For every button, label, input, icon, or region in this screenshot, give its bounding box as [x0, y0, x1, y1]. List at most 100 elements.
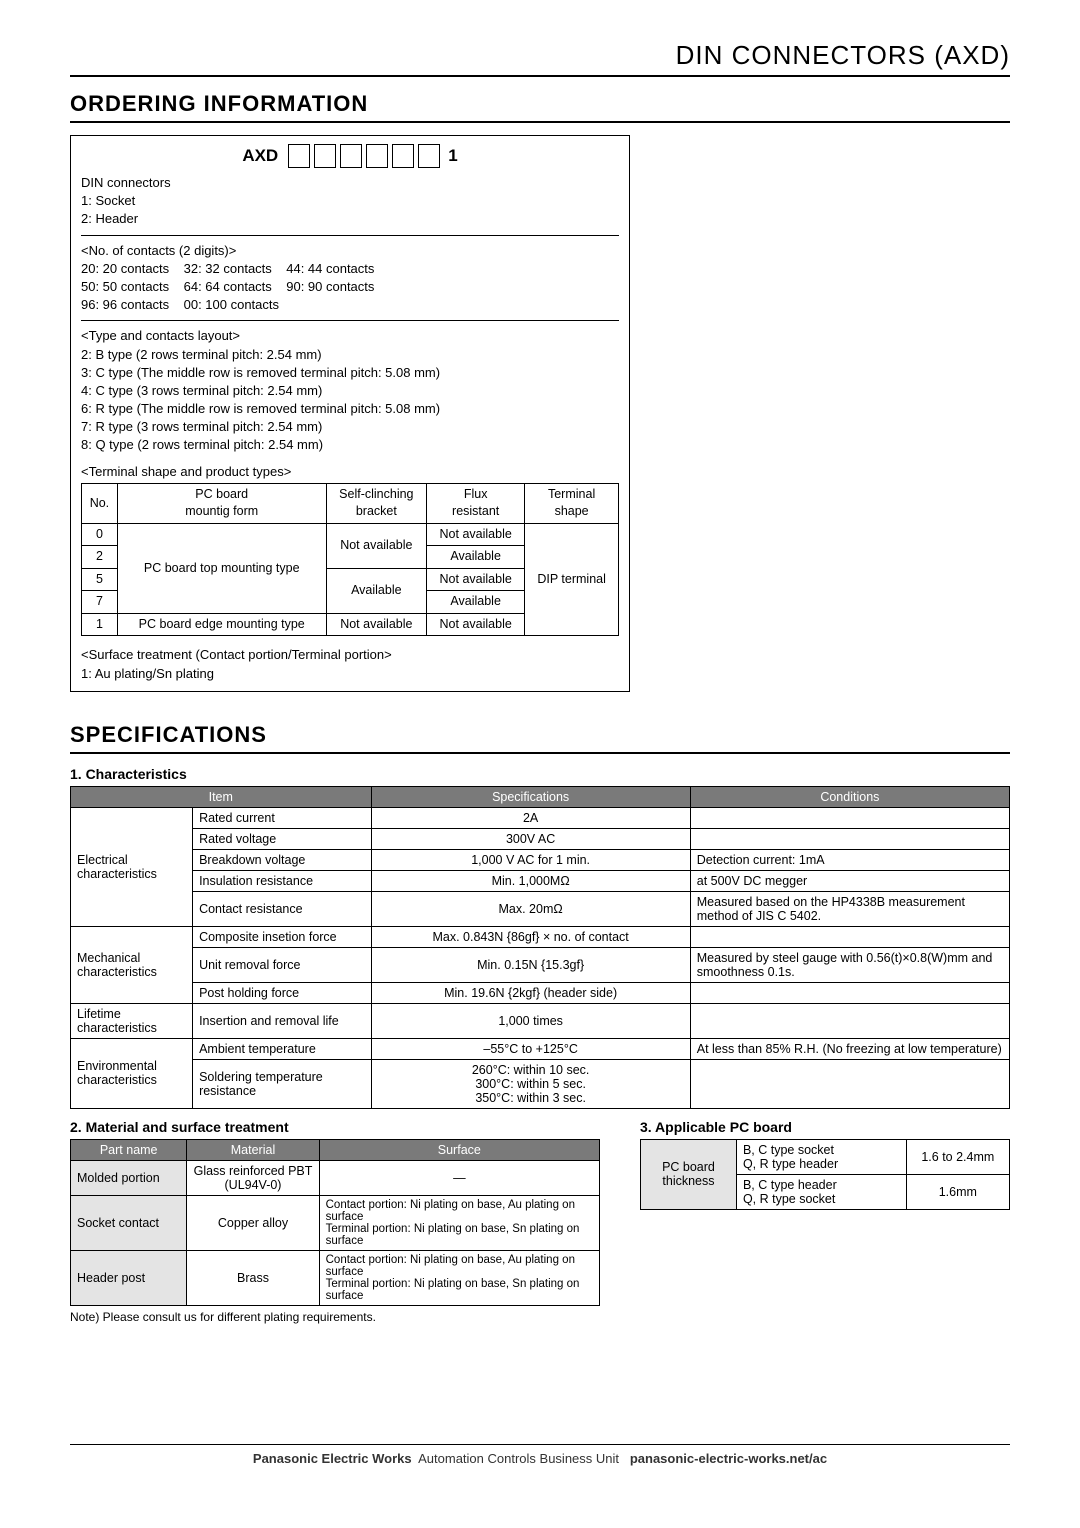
characteristics-table: Item Specifications Conditions Electrica… — [70, 786, 1010, 1109]
td — [690, 828, 1009, 849]
td: Soldering temperature resistance — [193, 1059, 371, 1108]
td: B, C type header Q, R type socket — [736, 1174, 906, 1209]
th: Part name — [71, 1139, 187, 1160]
td: Glass reinforced PBT (UL94V-0) — [187, 1160, 319, 1195]
td — [690, 1003, 1009, 1038]
td: Min. 19.6N {2kgf} (header side) — [371, 982, 690, 1003]
terminal-table: No. PC boardmountig form Self-clinchingb… — [81, 483, 619, 637]
ordering-title: ORDERING INFORMATION — [70, 91, 1010, 123]
th: Material — [187, 1139, 319, 1160]
txt: <No. of contacts (2 digits)> — [81, 242, 619, 260]
td: 1,000 V AC for 1 min. — [371, 849, 690, 870]
td: Electrical characteristics — [71, 807, 193, 926]
td: Post holding force — [193, 982, 371, 1003]
td: Max. 20mΩ — [371, 891, 690, 926]
type-section: <Type and contacts layout> 2: B type (2 … — [81, 320, 619, 454]
pcb-title: 3. Applicable PC board — [640, 1119, 1010, 1135]
td: Not available — [326, 523, 427, 568]
pn-box — [392, 144, 414, 168]
td: Rated voltage — [193, 828, 371, 849]
th: Specifications — [371, 786, 690, 807]
td: Detection current: 1mA — [690, 849, 1009, 870]
td: 2A — [371, 807, 690, 828]
td: 1,000 times — [371, 1003, 690, 1038]
td: Ambient temperature — [193, 1038, 371, 1059]
char-title: 1. Characteristics — [70, 766, 1010, 782]
td: 7 — [82, 591, 118, 614]
txt: 7: R type (3 rows terminal pitch: 2.54 m… — [81, 418, 619, 436]
td: Contact resistance — [193, 891, 371, 926]
td: Composite insetion force — [193, 926, 371, 947]
ordering-box: AXD 1 DIN connectors 1: Socket 2: Header… — [70, 135, 630, 692]
td: Unit removal force — [193, 947, 371, 982]
th: PC boardmountig form — [117, 483, 326, 523]
td — [690, 807, 1009, 828]
td: Breakdown voltage — [193, 849, 371, 870]
pn-box — [418, 144, 440, 168]
txt: 50: 50 contacts 64: 64 contacts 90: 90 c… — [81, 278, 619, 296]
txt: 1: Au plating/Sn plating — [81, 665, 619, 683]
contacts-section: <No. of contacts (2 digits)> 20: 20 cont… — [81, 235, 619, 315]
txt: <Type and contacts layout> — [81, 327, 619, 345]
td: Measured based on the HP4338B measuremen… — [690, 891, 1009, 926]
td: Mechanical characteristics — [71, 926, 193, 1003]
page-header: DIN CONNECTORS (AXD) — [70, 40, 1010, 77]
pn-box — [288, 144, 310, 168]
td: Available — [427, 546, 525, 569]
td — [690, 926, 1009, 947]
td: PC board top mounting type — [117, 523, 326, 613]
td: Contact portion: Ni plating on base, Au … — [319, 1250, 599, 1305]
txt: 8: Q type (2 rows terminal pitch: 2.54 m… — [81, 436, 619, 454]
td: 0 — [82, 523, 118, 546]
td: Not available — [427, 568, 525, 591]
specs-title: SPECIFICATIONS — [70, 722, 1010, 754]
td: Available — [326, 568, 427, 613]
terminal-section: <Terminal shape and product types> No. P… — [81, 461, 619, 637]
txt: 96: 96 contacts 00: 100 contacts — [81, 296, 619, 314]
surface-section: <Surface treatment (Contact portion/Term… — [81, 642, 619, 682]
td: Min. 1,000MΩ — [371, 870, 690, 891]
part-number-row: AXD 1 — [81, 144, 619, 168]
pn-box — [314, 144, 336, 168]
td: Not available — [326, 613, 427, 636]
pcb-table: PC board thickness B, C type socket Q, R… — [640, 1139, 1010, 1210]
th: Surface — [319, 1139, 599, 1160]
td: at 500V DC megger — [690, 870, 1009, 891]
footer-url: panasonic-electric-works.net/ac — [630, 1451, 827, 1466]
txt: 1: Socket — [81, 192, 619, 210]
pn-box — [340, 144, 362, 168]
txt: 2: Header — [81, 210, 619, 228]
td: 260°C: within 10 sec. 300°C: within 5 se… — [371, 1059, 690, 1108]
td — [690, 982, 1009, 1003]
txt: 4: C type (3 rows terminal pitch: 2.54 m… — [81, 382, 619, 400]
td: Header post — [71, 1250, 187, 1305]
mat-title: 2. Material and surface treatment — [70, 1119, 600, 1135]
td: Available — [427, 591, 525, 614]
th: Self-clinchingbracket — [326, 483, 427, 523]
td: Insertion and removal life — [193, 1003, 371, 1038]
td: Rated current — [193, 807, 371, 828]
pn-box — [366, 144, 388, 168]
material-table: Part name Material Surface Molded portio… — [70, 1139, 600, 1306]
th: Item — [71, 786, 372, 807]
txt: <Terminal shape and product types> — [81, 463, 619, 481]
txt: <Surface treatment (Contact portion/Term… — [81, 646, 619, 664]
td: 1.6 to 2.4mm — [906, 1139, 1009, 1174]
td: 1.6mm — [906, 1174, 1009, 1209]
th: Conditions — [690, 786, 1009, 807]
ordering-intro: DIN connectors 1: Socket 2: Header — [81, 174, 619, 229]
td: — — [319, 1160, 599, 1195]
td: Measured by steel gauge with 0.56(t)×0.8… — [690, 947, 1009, 982]
td: 1 — [82, 613, 118, 636]
td: DIP terminal — [525, 523, 619, 636]
footer-unit: Automation Controls Business Unit — [412, 1451, 630, 1466]
txt: DIN connectors — [81, 174, 619, 192]
txt: 3: C type (The middle row is removed ter… — [81, 364, 619, 382]
td: Not available — [427, 523, 525, 546]
td: 5 — [82, 568, 118, 591]
th: No. — [82, 483, 118, 523]
td: At less than 85% R.H. (No freezing at lo… — [690, 1038, 1009, 1059]
txt: 20: 20 contacts 32: 32 contacts 44: 44 c… — [81, 260, 619, 278]
td: PC board thickness — [641, 1139, 737, 1209]
td: 300V AC — [371, 828, 690, 849]
